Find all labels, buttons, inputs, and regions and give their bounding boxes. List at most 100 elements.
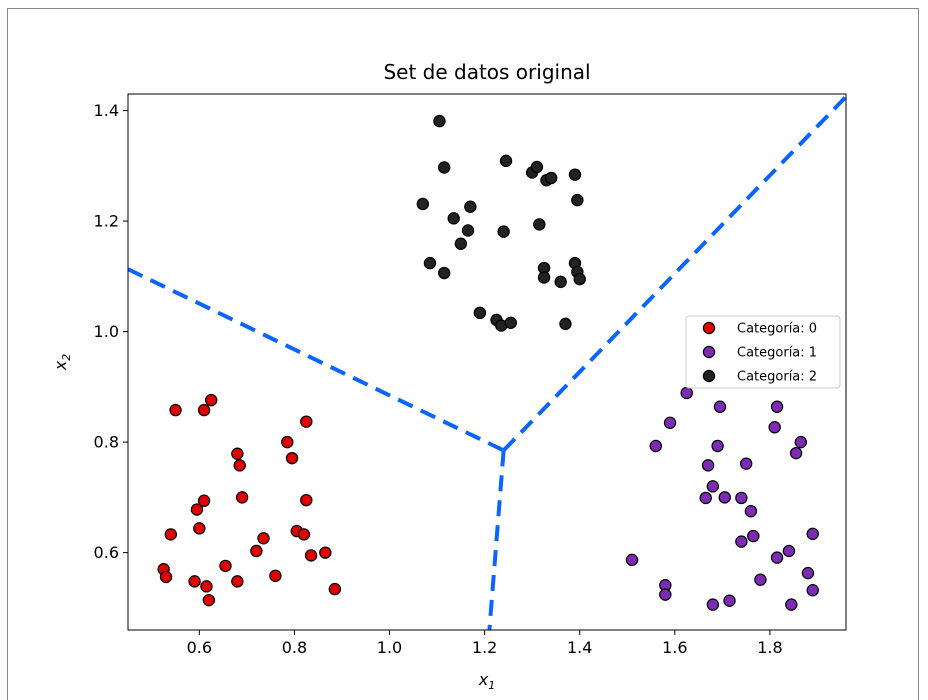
- data-point: [190, 503, 204, 516]
- data-point: [782, 544, 796, 558]
- data-point: [533, 218, 546, 231]
- data-point: [250, 544, 263, 558]
- data-point: [663, 416, 677, 429]
- data-point: [680, 386, 693, 400]
- legend-marker: [702, 369, 716, 383]
- data-point: [735, 491, 748, 505]
- data-point: [235, 491, 249, 504]
- data-point: [801, 566, 815, 580]
- data-point: [770, 400, 784, 413]
- data-point: [438, 161, 451, 174]
- y-tick-label: 0.8: [94, 433, 119, 452]
- x-tick-label: 1.8: [757, 638, 782, 657]
- data-point: [806, 584, 819, 597]
- data-point: [713, 400, 727, 413]
- x-tick-label: 1.6: [662, 638, 687, 657]
- data-point: [706, 480, 720, 493]
- data-point: [770, 551, 784, 564]
- legend-box: [685, 315, 841, 389]
- boundary-line: [502, 95, 846, 452]
- data-point: [754, 573, 767, 586]
- x-tick-label: 1.2: [472, 638, 497, 657]
- legend: Categoría: 0 Categoría: 1 Categoría: 2: [685, 315, 841, 389]
- data-point: [699, 491, 712, 505]
- data-point: [423, 256, 437, 270]
- x-axis-ticks: 0.6 0.8 1.0 1.2 1.4 1.6 1.8: [187, 630, 783, 657]
- x-tick-label: 1.0: [377, 638, 402, 657]
- data-point: [718, 491, 731, 504]
- y-tick-label: 1.0: [94, 322, 119, 341]
- data-point: [164, 528, 177, 541]
- data-point: [530, 160, 544, 174]
- data-point: [701, 459, 715, 472]
- x-tick-label: 0.6: [187, 638, 212, 657]
- data-point: [554, 275, 567, 289]
- data-point: [464, 200, 477, 213]
- data-point: [785, 598, 798, 611]
- data-point: [202, 593, 216, 607]
- legend-marker: [702, 321, 716, 335]
- data-point: [169, 403, 182, 417]
- data-point: [649, 439, 663, 453]
- data-point: [416, 197, 430, 211]
- data-point: [438, 266, 451, 280]
- data-point: [233, 459, 246, 472]
- data-point: [454, 237, 468, 250]
- decision-boundaries: [128, 95, 846, 630]
- legend-label: Categoría: 2: [737, 370, 817, 385]
- data-point: [559, 317, 572, 331]
- data-point: [497, 225, 510, 238]
- boundary-line: [487, 450, 506, 630]
- data-point: [300, 493, 313, 507]
- data-point: [739, 457, 753, 470]
- data-point: [269, 569, 282, 583]
- data-point: [711, 439, 724, 453]
- data-point: [806, 527, 819, 541]
- data-point: [473, 306, 487, 320]
- data-point: [544, 171, 558, 185]
- data-point: [328, 582, 342, 596]
- data-points: [157, 114, 819, 611]
- data-point: [159, 570, 173, 584]
- data-point: [285, 451, 299, 465]
- x-tick-label: 1.4: [567, 638, 592, 657]
- data-point: [193, 522, 206, 535]
- y-axis-ticks: 0.6 0.8 1.0 1.2 1.4: [94, 101, 128, 562]
- boundary-line: [128, 267, 505, 453]
- data-point: [219, 559, 232, 573]
- data-point: [433, 114, 446, 128]
- plot-border: [127, 93, 847, 631]
- data-point: [537, 271, 551, 284]
- data-point: [281, 435, 294, 449]
- data-point: [768, 421, 781, 434]
- y-tick-label: 1.2: [94, 212, 119, 231]
- data-point: [200, 580, 213, 593]
- data-point: [625, 553, 639, 567]
- data-point: [188, 575, 201, 588]
- data-point: [461, 224, 475, 237]
- data-point: [706, 598, 720, 611]
- data-point: [447, 212, 460, 225]
- data-point: [573, 272, 586, 286]
- chart-title: Set de datos original: [383, 60, 590, 84]
- x-axis-label: x1: [478, 670, 495, 692]
- data-point: [319, 546, 332, 559]
- data-point: [571, 193, 584, 207]
- data-point: [257, 532, 270, 545]
- legend-marker: [702, 345, 716, 359]
- data-point: [297, 528, 311, 541]
- data-point: [789, 446, 803, 460]
- data-point: [659, 588, 672, 601]
- data-point: [304, 549, 318, 562]
- x-tick-label: 0.8: [282, 638, 307, 657]
- data-point: [231, 575, 244, 588]
- data-point: [300, 415, 313, 428]
- y-axis-label: x2: [51, 354, 73, 371]
- data-point: [744, 504, 758, 518]
- data-point: [568, 168, 582, 181]
- data-point: [735, 535, 748, 548]
- data-point: [197, 494, 211, 507]
- data-point: [499, 154, 513, 168]
- legend-label: Categoría: 0: [737, 322, 817, 337]
